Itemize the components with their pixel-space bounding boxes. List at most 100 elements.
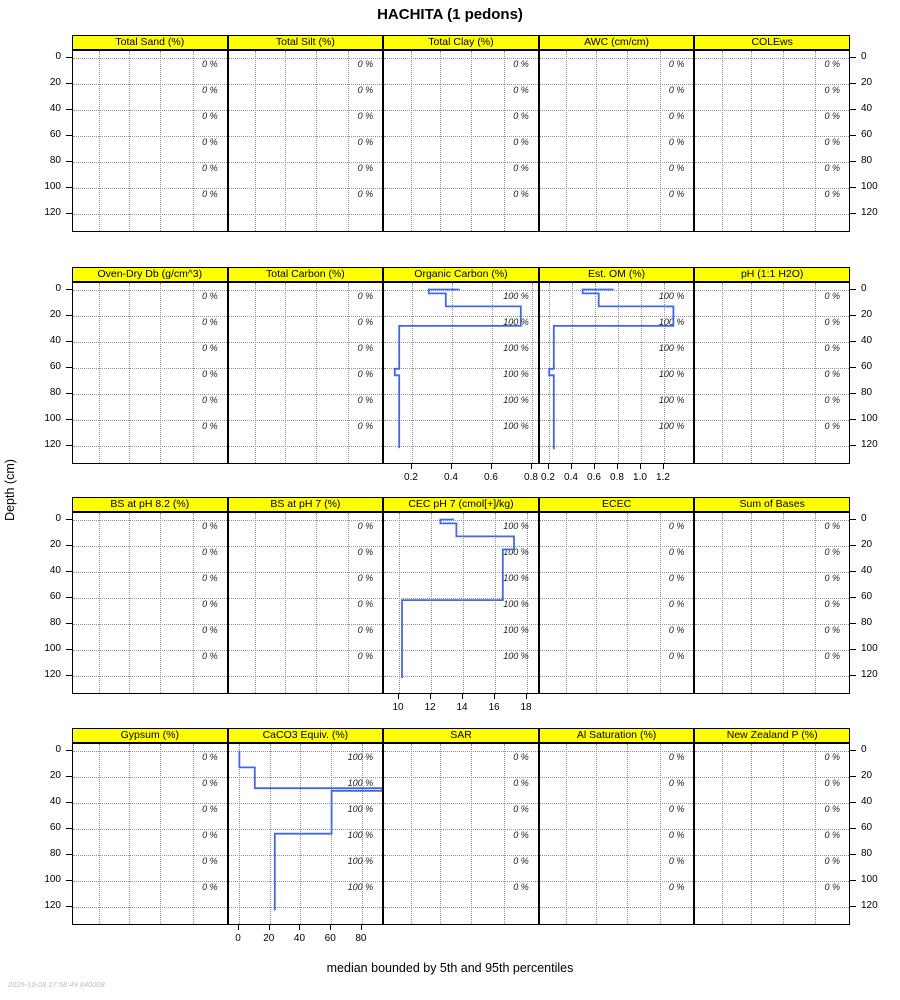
y-axis-tick-left	[66, 186, 72, 188]
grid-line-horizontal	[73, 880, 227, 882]
grid-line-horizontal	[695, 135, 849, 137]
percent-label: 100 %	[503, 394, 529, 405]
grid-line-horizontal	[228, 135, 383, 137]
percent-label: 0 %	[357, 624, 374, 635]
percent-label: 0 %	[668, 777, 685, 788]
x-axis-tick-label: 0.6	[587, 472, 601, 483]
percent-label: 0 %	[513, 829, 529, 840]
y-axis-tick-left	[66, 853, 72, 855]
x-axis-tick	[451, 464, 452, 469]
grid-line-vertical	[255, 513, 257, 693]
percent-label: 0 %	[202, 855, 218, 866]
grid-line-vertical	[617, 283, 619, 463]
percent-label: 100 %	[347, 751, 374, 762]
y-axis-tick-right	[850, 392, 856, 394]
percent-label: 0 %	[824, 316, 840, 327]
percent-label: 0 %	[202, 624, 218, 635]
y-axis-tick-left	[66, 518, 72, 520]
grid-line-vertical	[410, 51, 412, 231]
y-axis-tick-right	[850, 56, 856, 58]
grid-line-horizontal	[384, 187, 538, 189]
strip-title: BS at pH 8.2 (%)	[110, 498, 190, 510]
x-axis-tick-label: 0.6	[484, 472, 498, 483]
strip-title: Total Clay (%)	[428, 36, 494, 48]
y-axis-tick-label-left: 40	[49, 564, 61, 576]
grid-line-vertical	[721, 513, 723, 693]
x-axis-tick	[548, 464, 549, 469]
grid-line-vertical	[626, 51, 628, 231]
percent-label: 0 %	[357, 650, 374, 661]
percent-label: 100 %	[658, 342, 685, 353]
grid-line-horizontal	[695, 289, 849, 291]
grid-line-horizontal	[695, 675, 849, 677]
percent-label: 0 %	[668, 572, 685, 583]
panel-al-saturation: 0 % 0 % 0 % 0 % 0 % 0 %	[538, 743, 695, 925]
y-axis-tick-label-left: 80	[49, 154, 61, 166]
percent-label: 0 %	[202, 881, 218, 892]
y-axis-tick-right	[850, 444, 856, 446]
y-axis-tick-label-left: 0	[55, 282, 61, 294]
y-axis-tick-right	[850, 827, 856, 829]
strip-title: BS at pH 7 (%)	[270, 498, 341, 510]
grid-line-horizontal	[384, 597, 538, 599]
grid-line-horizontal	[384, 393, 538, 395]
percent-label: 0 %	[202, 546, 218, 557]
y-axis-tick-label-left: 100	[44, 180, 61, 192]
y-axis-tick-label-left: 120	[44, 206, 61, 218]
percent-label: 100 %	[503, 572, 529, 583]
percent-label: 0 %	[202, 394, 218, 405]
grid-line-horizontal	[384, 649, 538, 651]
panel-colews: 0 % 0 % 0 % 0 % 0 % 0 %	[694, 50, 850, 232]
y-axis-tick-label-left: 60	[49, 821, 61, 833]
percent-label: 0 %	[824, 290, 840, 301]
percent-label: 0 %	[824, 394, 840, 405]
strip-al-saturation: Al Saturation (%)	[538, 728, 695, 743]
grid-line-vertical	[348, 513, 350, 693]
percent-label: 0 %	[357, 368, 374, 379]
grid-line-horizontal	[539, 367, 694, 369]
grid-line-vertical	[284, 51, 286, 231]
grid-line-horizontal	[695, 750, 849, 752]
y-axis-tick-right	[850, 801, 856, 803]
y-axis-tick-label-right: 0	[861, 743, 867, 755]
percent-label: 0 %	[668, 110, 685, 121]
y-axis-tick-label-right: 0	[861, 282, 867, 294]
y-axis-tick-label-right: 20	[861, 538, 873, 550]
percent-label: 0 %	[668, 188, 685, 199]
grid-line-vertical	[751, 51, 753, 231]
y-axis-tick-label-right: 60	[861, 128, 873, 140]
y-axis-tick-left	[66, 82, 72, 84]
grid-line-horizontal	[384, 419, 538, 421]
grid-line-horizontal	[73, 393, 227, 395]
y-axis-tick-label-left: 20	[49, 76, 61, 88]
strip-cec-ph-7-cmol-kg: CEC pH 7 (cmol[+]/kg)	[383, 497, 539, 512]
grid-line-horizontal	[73, 675, 227, 677]
grid-line-horizontal	[384, 57, 538, 59]
strip-bs-at-ph-7: BS at pH 7 (%)	[227, 497, 384, 512]
strip-title: Total Sand (%)	[115, 36, 185, 48]
grid-line-horizontal	[539, 623, 694, 625]
percent-label: 0 %	[202, 84, 218, 95]
y-axis-tick-left	[66, 134, 72, 136]
strip-title: Total Carbon (%)	[266, 268, 345, 280]
grid-line-horizontal	[695, 623, 849, 625]
grid-line-horizontal	[228, 854, 383, 856]
grid-line-horizontal	[73, 83, 227, 85]
percent-label: 0 %	[357, 110, 374, 121]
grid-line-horizontal	[384, 315, 538, 317]
grid-line-horizontal	[539, 828, 694, 830]
grid-line-vertical	[129, 513, 131, 693]
grid-line-horizontal	[228, 57, 383, 59]
grid-line-horizontal	[73, 854, 227, 856]
y-axis-tick-left	[66, 775, 72, 777]
percent-label: 0 %	[668, 598, 685, 609]
x-axis-tick	[531, 464, 532, 469]
panel-new-zealand-p: 0 % 0 % 0 % 0 % 0 % 0 %	[694, 743, 850, 925]
grid-line-horizontal	[384, 623, 538, 625]
percent-label: 0 %	[668, 84, 685, 95]
grid-line-horizontal	[228, 828, 383, 830]
grid-line-vertical	[571, 283, 573, 463]
grid-line-horizontal	[539, 802, 694, 804]
percent-label: 0 %	[202, 650, 218, 661]
